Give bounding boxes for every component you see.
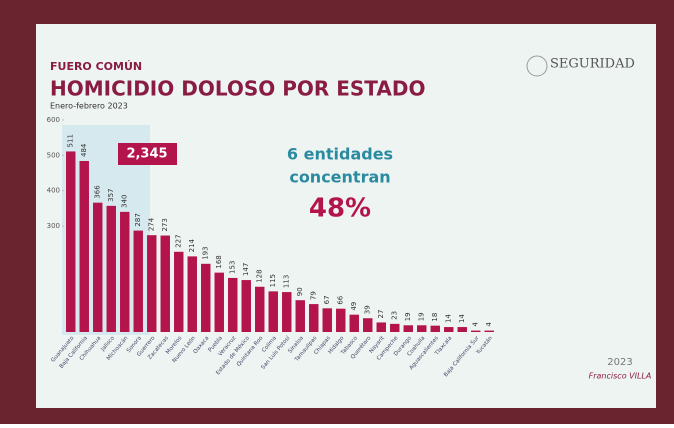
value-label: 18 (431, 313, 439, 322)
bar (282, 292, 292, 332)
value-label: 287 (134, 213, 142, 226)
value-label: 4 (485, 322, 493, 327)
value-label: 115 (269, 274, 277, 287)
logo-motto: Francisco VILLA (589, 372, 652, 381)
logo-text: SEGURIDAD (550, 57, 635, 72)
bar (201, 263, 211, 332)
value-label: 340 (121, 194, 129, 207)
value-label: 214 (188, 238, 196, 252)
value-label: 357 (107, 188, 115, 201)
value-label: 19 (404, 312, 412, 321)
bar (336, 308, 346, 332)
y-tick-label: 300 (47, 222, 60, 230)
value-label: 113 (283, 275, 291, 288)
bar (133, 230, 143, 332)
total-box (118, 143, 177, 165)
value-label: 128 (256, 269, 264, 282)
annotation: 6 entidades (287, 145, 393, 164)
subtitle: Enero-febrero 2023 (50, 102, 128, 111)
value-label: 19 (418, 312, 426, 321)
bar (214, 272, 224, 332)
bar (349, 314, 359, 332)
value-label: 274 (148, 217, 156, 231)
value-label: 273 (161, 218, 169, 231)
value-label: 193 (202, 246, 210, 259)
bar (228, 277, 238, 332)
value-label: 147 (242, 263, 250, 276)
value-label: 366 (94, 185, 102, 199)
value-label: 511 (67, 134, 75, 147)
value-label: 23 (391, 311, 399, 320)
value-label: 67 (323, 295, 331, 304)
bar (147, 235, 157, 332)
bar (93, 202, 103, 332)
bar (79, 160, 89, 332)
y-tick-label: 500 (47, 151, 60, 159)
annotation: concentran (289, 168, 390, 187)
logo-year: 2023 (607, 357, 632, 368)
value-label: 227 (175, 234, 183, 247)
value-label: 66 (337, 295, 345, 304)
value-label: 168 (215, 255, 223, 268)
value-label: 49 (350, 302, 358, 311)
bar (376, 322, 386, 332)
bar (255, 286, 265, 332)
bar (295, 300, 305, 332)
bar (322, 308, 332, 332)
y-tick-label: 600 (47, 116, 60, 124)
bar (309, 304, 319, 332)
bar (160, 235, 170, 332)
value-label: 4 (472, 322, 480, 327)
y-tick-label: 400 (47, 187, 60, 195)
bar (241, 280, 251, 332)
bar (363, 318, 373, 332)
value-label: 27 (377, 310, 385, 319)
value-label: 79 (310, 291, 318, 300)
value-label: 90 (296, 287, 304, 296)
bar (268, 291, 278, 332)
value-label: 39 (364, 305, 372, 314)
value-label: 153 (229, 261, 237, 274)
bar (444, 327, 454, 332)
bar (66, 151, 76, 332)
annotation: 48% (309, 194, 371, 224)
bar (106, 205, 116, 332)
bar (430, 325, 440, 332)
bar (174, 251, 184, 332)
bar (417, 325, 427, 332)
logo-seal (526, 55, 548, 77)
bar (484, 330, 494, 332)
value-label: 484 (80, 143, 88, 157)
bar (187, 256, 197, 332)
bar (390, 323, 400, 332)
bar (120, 211, 130, 332)
chart-title: HOMICIDIO DOLOSO POR ESTADO (50, 77, 425, 101)
value-label: 14 (445, 314, 453, 323)
total-label: 2,345 (126, 147, 167, 162)
value-label: 14 (458, 314, 466, 323)
bar (471, 330, 481, 332)
kicker: FUERO COMÚN (50, 60, 142, 73)
bar (457, 327, 467, 332)
bar (403, 325, 413, 332)
